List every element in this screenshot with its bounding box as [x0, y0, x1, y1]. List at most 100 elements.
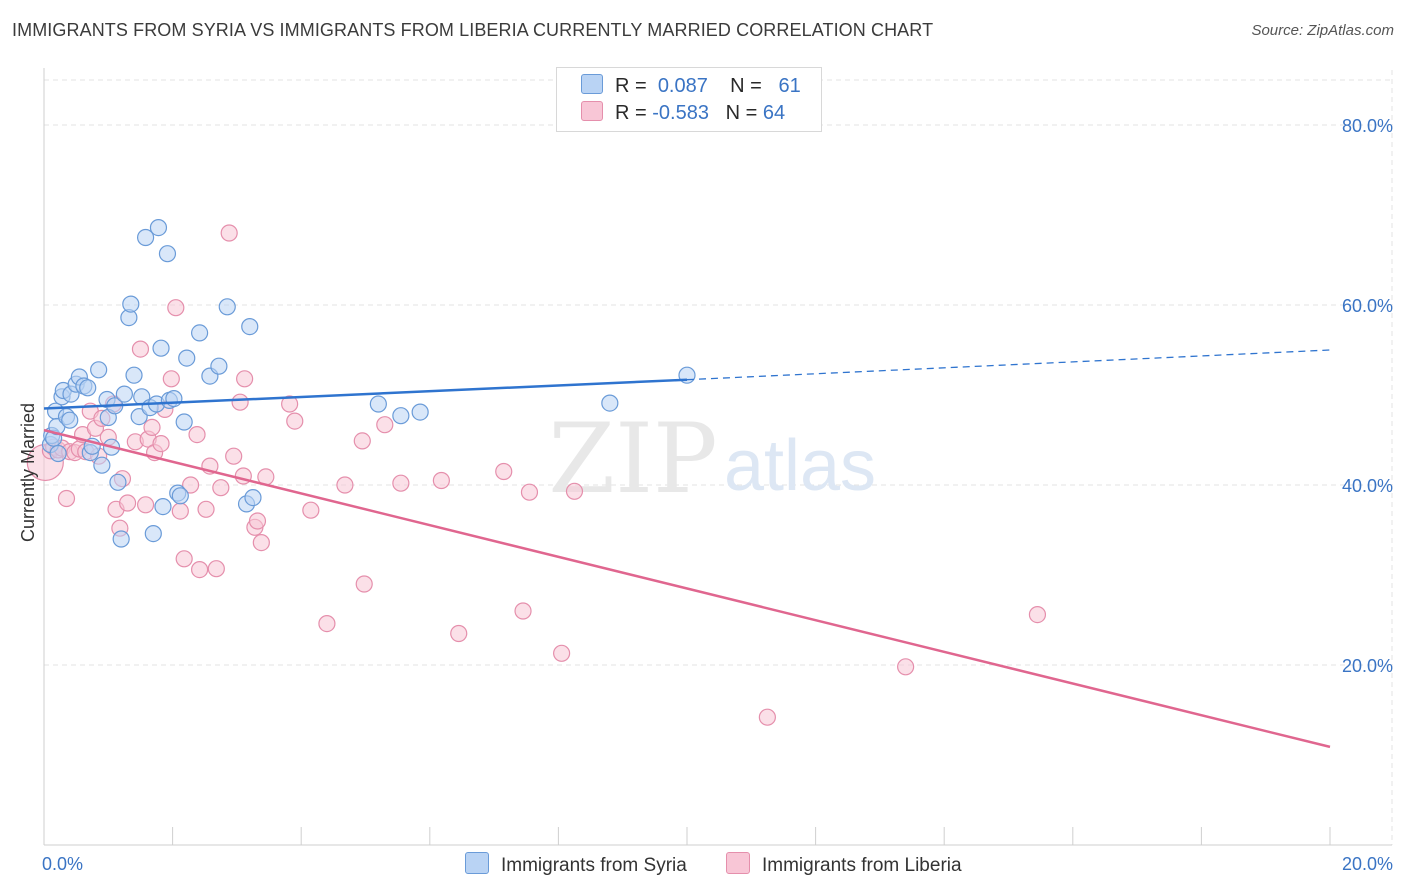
syria-point — [154, 498, 172, 516]
liberia-point — [302, 501, 320, 519]
liberia-point — [143, 418, 161, 436]
liberia-point — [336, 476, 354, 494]
syria-point — [136, 228, 155, 247]
syria-legend-label: Immigrants from Syria — [501, 855, 687, 876]
syria-point — [218, 298, 236, 316]
syria-point — [125, 366, 143, 384]
legend-n-value: 64 — [762, 102, 786, 124]
syria-point — [244, 489, 262, 507]
watermark: ZIP atlas — [548, 403, 876, 515]
liberia-point — [197, 500, 215, 518]
y-tick-label: 40.0% — [1342, 476, 1393, 496]
legend-n-label: N = — [725, 102, 758, 124]
syria-point — [152, 339, 170, 357]
liberia-swatch — [581, 101, 603, 121]
syria-point — [411, 403, 429, 421]
legend-n-value: 61 — [778, 75, 801, 97]
liberia-point — [220, 224, 238, 242]
syria-point — [210, 357, 228, 375]
syria-point — [191, 324, 209, 342]
legend-r-value: -0.583 — [652, 102, 709, 124]
liberia-point — [252, 533, 270, 552]
liberia-point — [432, 471, 450, 490]
liberia-point — [376, 416, 394, 434]
liberia-point — [495, 462, 513, 481]
liberia-point — [355, 575, 373, 593]
liberia-point — [212, 479, 230, 497]
y-tick-label: 60.0% — [1342, 296, 1393, 316]
liberia-legend-swatch — [726, 852, 750, 874]
syria-point — [115, 385, 133, 403]
x-tick-label: 0.0% — [42, 854, 83, 874]
liberia-point — [236, 370, 254, 388]
liberia-point — [167, 299, 185, 317]
bottom-legend-syria: Immigrants from Syria — [465, 852, 687, 877]
syria-point — [175, 413, 193, 431]
chart-title: IMMIGRANTS FROM SYRIA VS IMMIGRANTS FROM… — [12, 20, 934, 40]
liberia-point — [191, 560, 209, 579]
axes — [43, 68, 1392, 846]
liberia-point — [182, 476, 200, 494]
syria-point — [49, 444, 67, 463]
liberia-point — [118, 494, 137, 512]
syria-point — [109, 473, 127, 491]
liberia-point — [897, 658, 915, 676]
liberia-point — [248, 512, 267, 530]
grid-lines — [44, 70, 1393, 845]
liberia-point — [57, 489, 76, 508]
legend-row-syria: R = 0.087 N = 61 — [581, 74, 801, 100]
syria-point — [112, 530, 130, 548]
liberia-point — [175, 550, 193, 568]
liberia-point — [450, 624, 468, 643]
syria-point — [392, 407, 410, 425]
liberia-point — [152, 435, 170, 453]
bottom-legend-liberia: Immigrants from Liberia — [726, 852, 962, 877]
syria-point — [144, 524, 162, 543]
liberia-point — [281, 395, 299, 413]
legend-r-label: R = — [615, 102, 647, 124]
liberia-point — [1028, 605, 1047, 624]
watermark-atlas: atlas — [724, 426, 876, 506]
x-tick-label: 20.0% — [1342, 854, 1393, 874]
syria-point — [241, 318, 259, 336]
syria-point — [149, 219, 168, 237]
syria-point — [93, 456, 111, 474]
stats-legend: R = 0.087 N = 61 R = -0.583 N = 64 — [556, 67, 822, 132]
liberia-point — [553, 644, 571, 662]
syria-point — [122, 295, 140, 313]
syria-point — [369, 395, 387, 413]
syria-point — [178, 349, 196, 367]
liberia-point — [514, 602, 532, 620]
liberia-point — [162, 370, 180, 388]
trend-lines — [43, 349, 1331, 749]
liberia-point — [231, 393, 249, 411]
y-tick-label: 20.0% — [1342, 656, 1393, 676]
syria-trend-extension — [686, 349, 1331, 381]
liberia-point — [131, 340, 150, 358]
liberia-point — [188, 426, 206, 444]
liberia-point — [565, 482, 584, 500]
syria-point — [165, 390, 183, 408]
liberia-point — [225, 447, 243, 465]
liberia-point — [136, 496, 155, 514]
legend-r-value: 0.087 — [657, 75, 708, 97]
liberia-point — [520, 483, 539, 501]
legend-n-label: N = — [730, 75, 762, 97]
syria-legend-swatch — [465, 852, 489, 874]
y-axis-label: Currently Married — [18, 403, 38, 542]
syria-point — [158, 245, 177, 263]
liberia-trend-line — [43, 428, 1331, 749]
liberia-point — [758, 708, 776, 726]
tick-labels: 20.0% 40.0% 60.0% 80.0% 0.0% 20.0% Currently M… — [18, 116, 1393, 874]
liberia-point — [207, 560, 225, 578]
legend-row-liberia: R = -0.583 N = 64 — [581, 101, 785, 127]
liberia-point — [392, 474, 410, 492]
liberia-point — [171, 502, 189, 520]
legend-r-label: R = — [615, 75, 647, 97]
chart-source: Source: ZipAtlas.com — [1251, 22, 1394, 39]
syria-point — [171, 487, 189, 505]
syria-point — [601, 394, 619, 412]
y-tick-label: 80.0% — [1342, 116, 1393, 136]
syria-trend-line — [43, 378, 688, 410]
